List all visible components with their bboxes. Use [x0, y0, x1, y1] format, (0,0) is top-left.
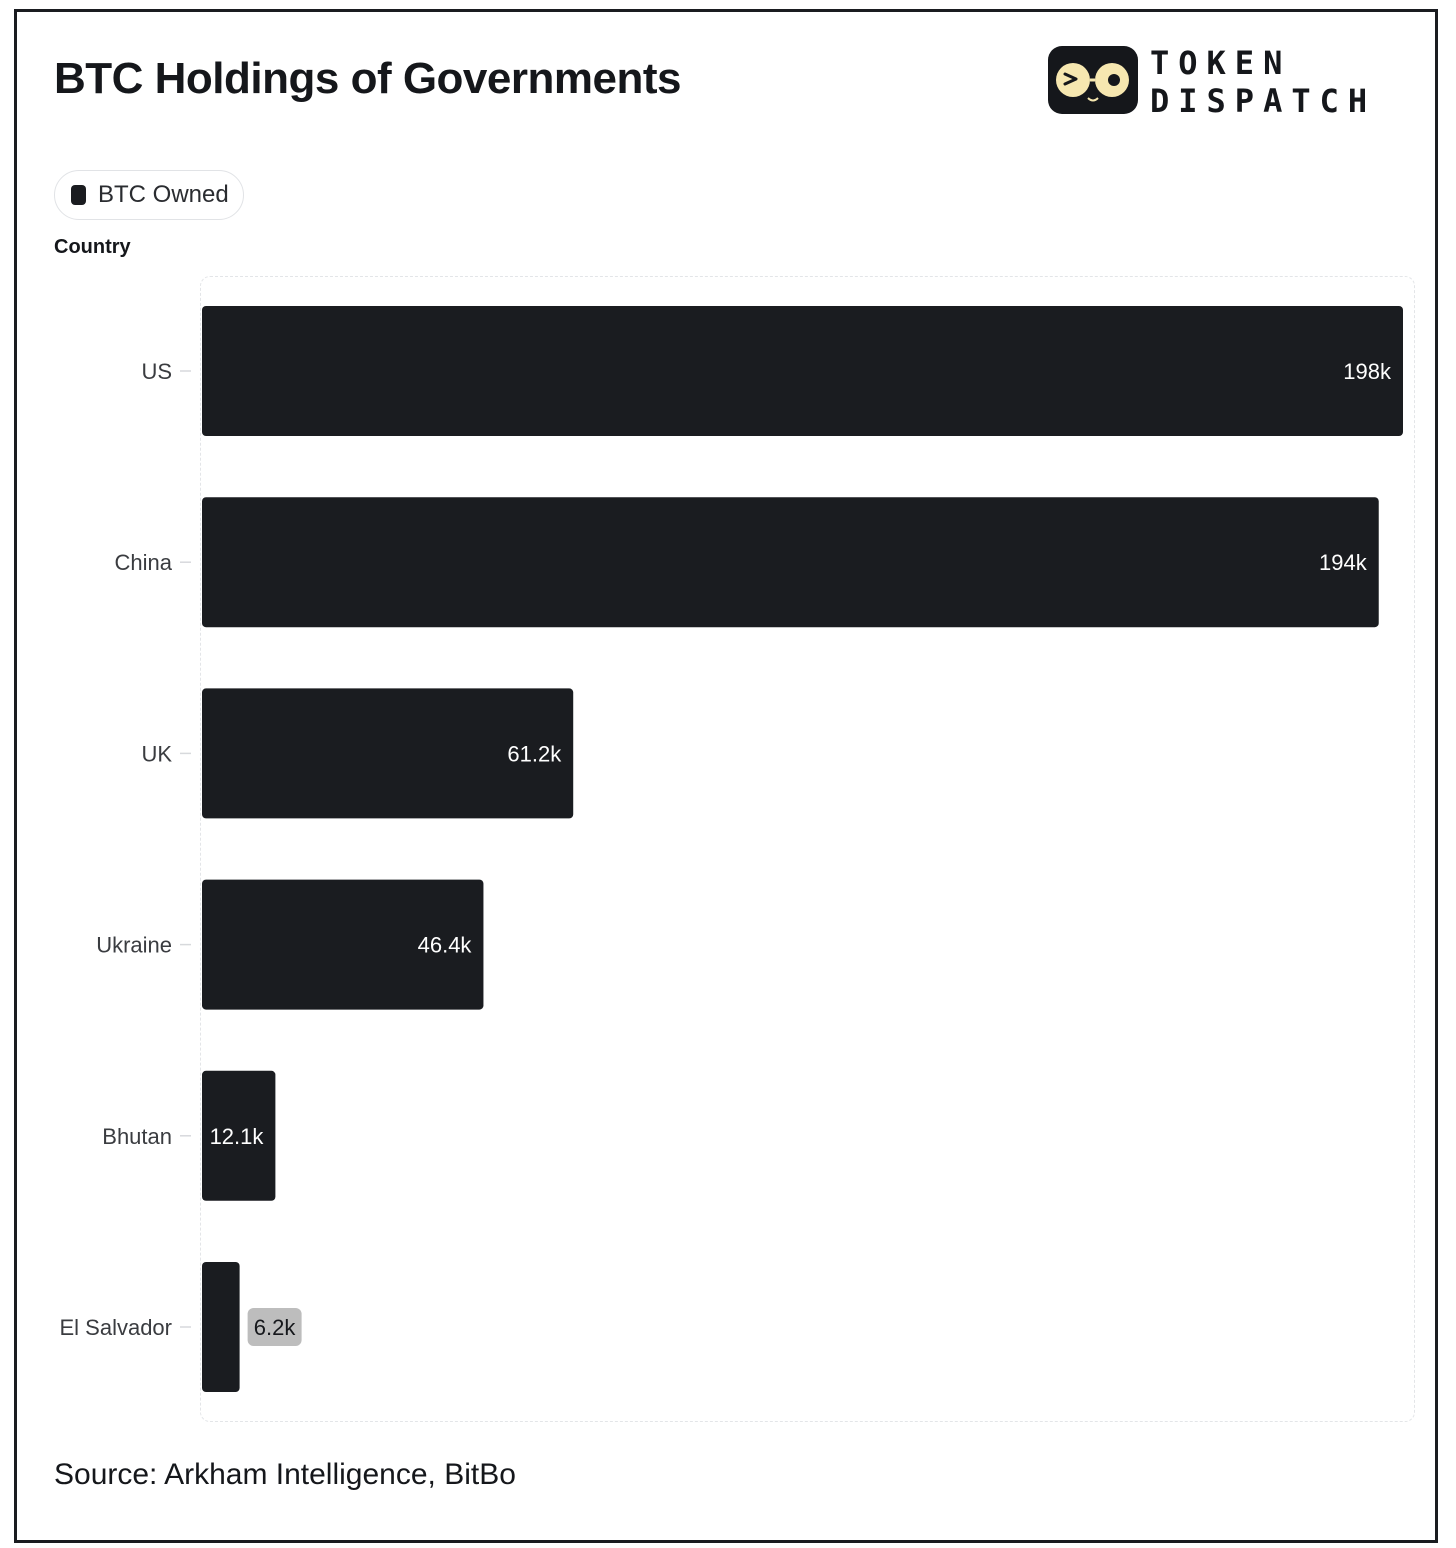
data-label-bhutan: 12.1k: [210, 1124, 265, 1149]
data-label-text-el-salvador: 6.2k: [254, 1315, 297, 1340]
category-label-el-salvador: El Salvador: [59, 1315, 172, 1340]
bar-uk[interactable]: [202, 688, 574, 819]
plot-area: [200, 276, 1415, 1422]
data-label-bg-el-salvador: [247, 1308, 302, 1346]
logo-wordmark: TOKEN DISPATCH: [1150, 44, 1376, 120]
source-note: Source: Arkham Intelligence, BitBo: [54, 1458, 516, 1491]
category-label-uk: UK: [141, 741, 172, 766]
category-label-bhutan: Bhutan: [102, 1124, 172, 1149]
category-label-china: China: [115, 550, 173, 575]
data-label-china: 194k: [1319, 550, 1368, 575]
logo-line-2: DISPATCH: [1150, 82, 1377, 120]
bar-china[interactable]: [202, 497, 1379, 628]
legend[interactable]: BTC Owned: [54, 170, 244, 220]
token-dispatch-face-icon: [1048, 46, 1138, 114]
token-dispatch-logo: TOKEN DISPATCH: [1046, 44, 1416, 120]
data-label-uk: 61.2k: [507, 741, 562, 766]
data-label-ukraine: 46.4k: [418, 933, 473, 958]
legend-label: BTC Owned: [98, 181, 229, 208]
category-label-ukraine: Ukraine: [96, 933, 172, 958]
data-label-el-salvador: 6.2k: [247, 1308, 302, 1346]
bar-el-salvador[interactable]: [202, 1262, 240, 1392]
logo-line-1: TOKEN: [1150, 44, 1292, 82]
category-label-us: US: [141, 359, 172, 384]
chart-title: BTC Holdings of Governments: [54, 54, 681, 103]
bar-ukraine[interactable]: [202, 879, 484, 1010]
bar-bhutan[interactable]: [202, 1070, 276, 1201]
legend-swatch: [71, 185, 86, 205]
y-axis-title: Country: [54, 236, 131, 258]
data-label-us: 198k: [1343, 359, 1392, 384]
bar-us[interactable]: [202, 306, 1403, 436]
